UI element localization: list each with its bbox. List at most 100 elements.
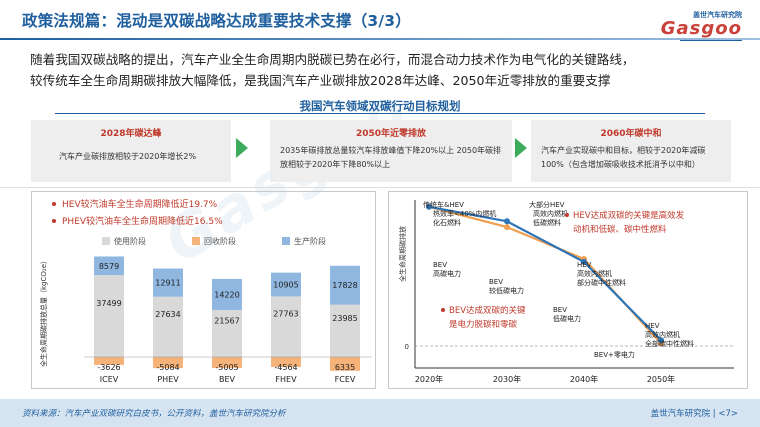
stage-body: 2035年碳排放总量较汽车排放峰值下降20%以上 2050年碳排放相较于2020… [280, 146, 502, 169]
bar-recycle-phase [212, 357, 242, 368]
data-label-use: 27763 [273, 310, 298, 319]
bar-recycle-phase [271, 357, 301, 367]
data-point [504, 224, 510, 231]
emission-pathway-chart: 全生命周期碳排放 0 2020年 2030年 2040年 2050年 传统车&HEV 热… [398, 200, 734, 384]
data-label-production: 8579 [99, 262, 119, 271]
bar-recycle-phase [153, 357, 183, 369]
data-label-use: 27634 [155, 310, 180, 319]
label-bev-zero: BEV+零电力 [594, 350, 635, 359]
title-divider [0, 38, 760, 40]
legend-label-recycle: 回收阶段 [204, 236, 236, 246]
bar-use-phase [271, 296, 301, 357]
gasgoo-logo: 盖世汽车研究院 Gasgoo [656, 10, 742, 41]
footer-page-number: 盖世汽车研究院 | <7> [650, 409, 738, 419]
bar-use-phase [94, 275, 124, 357]
arrow-right-icon [236, 138, 248, 158]
lifecycle-emission-chart-panel: HEV较汽油车全生命周期降低近19.7% PHEV较汽油车全生命周期降低近16.… [31, 191, 376, 389]
footer-source: 资料来源：汽车产业双碳研究白皮书，公开资料，盖世汽车研究院分析 [22, 409, 286, 419]
data-point [581, 258, 587, 265]
arrow-right-icon [515, 138, 527, 158]
stage-head: 2060年碳中和 [600, 129, 662, 139]
bullet-icon [441, 308, 445, 312]
lifecycle-emission-chart: HEV较汽油车全生命周期降低近19.7% PHEV较汽油车全生命周期降低近16.… [39, 198, 372, 384]
logo-wordmark: Gasgoo [660, 18, 742, 39]
zero-label: 0 [405, 343, 409, 351]
plan-divider [55, 113, 705, 114]
legend-swatch-production [282, 237, 290, 245]
data-point [658, 337, 664, 344]
bar-production-phase [94, 256, 124, 276]
stage-2050: 2050年近零排放 2035年碳排放总量较汽车排放峰值下降20%以上 2050年… [270, 120, 512, 182]
intro-paragraph: 随着我国双碳战略的提出，汽车产业全生命周期内脱碳已势在必行，而混合动力技术作为电… [30, 49, 750, 91]
stage-head: 2050年近零排放 [355, 129, 427, 139]
data-label-recycle: 6335 [335, 363, 355, 372]
stage-body: 汽车产业碳排放相较于2020年增长2% [59, 152, 197, 161]
logo-underline [680, 40, 742, 41]
bar-use-phase [330, 304, 360, 357]
bullet-icon [565, 213, 569, 217]
section-divider [0, 187, 760, 188]
bullet-icon [52, 202, 56, 206]
data-label-use: 21567 [214, 316, 239, 325]
line-bev [428, 205, 662, 341]
bar-production-phase [330, 265, 360, 305]
intro-line-2: 较传统车全生命周期碳排放大幅降低，是我国汽车产业碳排放2028年达峰、2050年… [30, 73, 611, 88]
plan-title: 我国汽车领域双碳行动目标规划 [299, 99, 461, 113]
note-hev: HEV达成双碳的关键是高效发动机和低碳、碳中性燃料 [573, 210, 685, 235]
data-point [504, 218, 510, 225]
x-tick-label: 2020年 [415, 374, 443, 384]
bullet-phev: PHEV较汽油车全生命周期降低近16.5% [62, 215, 223, 227]
data-label-production: 12911 [155, 279, 180, 288]
bar-use-phase [212, 309, 242, 357]
label-hev-2050: HEV 高效内燃机全部碳中性燃料 [645, 322, 694, 348]
logo-subtitle: 盖世汽车研究院 [693, 11, 742, 19]
x-tick-label: ICEV [100, 375, 119, 384]
stage-2028: 2028年碳达峰 汽车产业碳排放相较于2020年增长2% [31, 120, 231, 182]
label-ice: 传统车&HEV 热效率<40%内燃机化石燃料 [423, 200, 496, 227]
x-tick-label: 2050年 [647, 374, 675, 384]
bar-production-phase [271, 272, 301, 297]
label-bev-low: BEV 低碳电力 [553, 306, 581, 323]
data-label-recycle: -4564 [274, 363, 297, 372]
label-mostly-hev: 大部分HEV 高效内燃机低碳燃料 [529, 200, 568, 227]
bar-recycle-phase [94, 357, 124, 365]
data-label-recycle: -3626 [97, 363, 120, 372]
data-label-production: 14220 [214, 290, 239, 299]
x-tick-label: FHEV [275, 375, 297, 384]
bar-recycle-phase [330, 357, 360, 371]
y-axis-label: 全生命周期碳排放总量（kgCO₂e） [39, 257, 48, 367]
emission-pathway-chart-panel: 全生命周期碳排放 0 2020年 2030年 2040年 2050年 传统车&HEV 热… [388, 191, 748, 389]
data-label-recycle: -5084 [156, 363, 179, 372]
footer-bar: 资料来源：汽车产业双碳研究白皮书，公开资料，盖世汽车研究院分析 盖世汽车研究院 … [0, 399, 760, 427]
intro-line-1: 随着我国双碳战略的提出，汽车产业全生命周期内脱碳已势在必行，而混合动力技术作为电… [30, 52, 635, 67]
x-tick-label: PHEV [157, 375, 179, 384]
x-tick-label: 2040年 [570, 374, 598, 384]
stage-body: 汽车产业实现碳中和目标，相较于2020年减碳100%（包含增加碳吸收技术抵消予以… [541, 146, 706, 169]
data-label-use: 37499 [96, 299, 121, 308]
stage-head: 2028年碳达峰 [100, 129, 162, 139]
y-axis-label: 全生命周期碳排放 [398, 226, 407, 282]
bar-use-phase [153, 296, 183, 357]
data-point [426, 203, 432, 210]
data-label-production: 17828 [332, 281, 357, 290]
bullet-hev: HEV较汽油车全生命周期降低近19.7% [62, 198, 218, 210]
data-label-production: 10905 [273, 281, 298, 290]
legend-label-production: 生产阶段 [294, 236, 326, 246]
label-bev-high: BEV 高碳电力 [433, 261, 461, 278]
data-label-recycle: -5005 [215, 363, 238, 372]
stage-2060: 2060年碳中和 汽车产业实现碳中和目标，相较于2020年减碳100%（包含增加… [531, 120, 731, 182]
bar-production-phase [212, 278, 242, 310]
page-title: 政策法规篇：混动是双碳战略达成重要技术支撑（3/3） [22, 12, 411, 30]
x-tick-label: FCEV [335, 375, 356, 384]
x-tick-label: BEV [219, 375, 236, 384]
label-bev-lower: BEV 较低碳电力 [489, 278, 524, 295]
legend-swatch-use [102, 237, 110, 245]
x-tick-label: 2030年 [493, 374, 521, 384]
note-bev: BEV达成双碳的关键是电力脱碳和零碳 [449, 305, 526, 330]
bar-production-phase [153, 268, 183, 297]
data-label-use: 23985 [332, 314, 357, 323]
label-hev-2040: HEV 高效内燃机部分碳中性燃料 [577, 261, 626, 287]
legend-label-use: 使用阶段 [114, 236, 146, 246]
bullet-icon [52, 219, 56, 223]
legend-swatch-recycle [192, 237, 200, 245]
